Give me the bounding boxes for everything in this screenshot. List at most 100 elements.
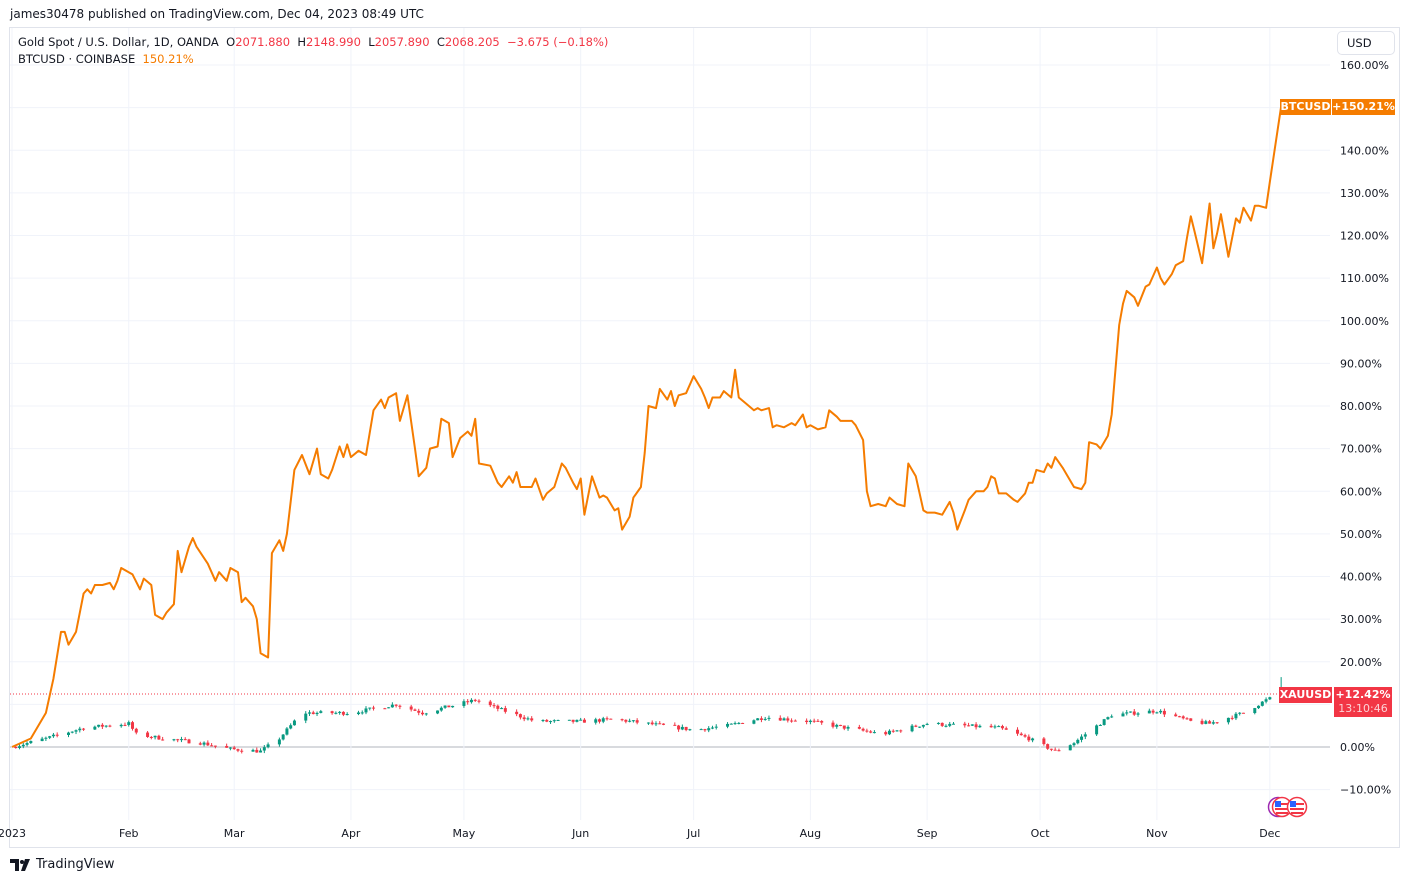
candle-body bbox=[417, 710, 421, 713]
candle-body bbox=[820, 720, 824, 723]
candle-body bbox=[1204, 721, 1208, 724]
xauusd-candles bbox=[10, 677, 1283, 754]
candle-body bbox=[462, 701, 466, 706]
candle-body bbox=[51, 734, 55, 737]
candle-body bbox=[541, 719, 545, 721]
us-flag-icon[interactable] bbox=[1286, 796, 1308, 818]
event-flags[interactable] bbox=[1267, 796, 1311, 818]
candle-body bbox=[1200, 720, 1204, 724]
y-tick-label: 90.00% bbox=[1340, 357, 1382, 370]
candle-body bbox=[266, 744, 270, 748]
candle-body bbox=[172, 739, 176, 741]
main-symbol-legend[interactable]: Gold Spot / U.S. Dollar, 1D, OANDA O2071… bbox=[18, 35, 608, 49]
candle-body bbox=[1257, 705, 1261, 709]
footer-brand-name: TradingView bbox=[36, 857, 115, 872]
candle-body bbox=[1260, 701, 1264, 706]
candle-body bbox=[658, 723, 662, 725]
candle-body bbox=[390, 704, 394, 708]
change-value: −3.675 (−0.18%) bbox=[507, 35, 609, 49]
candle-body bbox=[552, 720, 556, 722]
candle-body bbox=[447, 705, 451, 708]
candle-body bbox=[1042, 738, 1046, 745]
candle-body bbox=[1147, 710, 1151, 714]
candle-body bbox=[1004, 728, 1008, 730]
candle-body bbox=[281, 734, 285, 740]
candle-body bbox=[831, 722, 835, 727]
candle-body bbox=[232, 747, 236, 750]
candle-body bbox=[198, 743, 202, 745]
candle-body bbox=[865, 730, 869, 732]
candle-body bbox=[289, 725, 293, 729]
candle-body bbox=[383, 708, 387, 710]
high-value: 2148.990 bbox=[306, 35, 361, 49]
close-label: C bbox=[436, 35, 445, 49]
y-tick-label: 110.00% bbox=[1340, 272, 1389, 285]
candle-body bbox=[936, 722, 940, 724]
candle-body bbox=[782, 718, 786, 721]
candle-body bbox=[989, 725, 993, 728]
open-label: O bbox=[226, 35, 236, 49]
candle-body bbox=[1027, 736, 1031, 741]
candle-body bbox=[963, 723, 967, 726]
candle-body bbox=[1155, 712, 1159, 714]
candle-body bbox=[662, 723, 666, 725]
time-axis: 2023 Feb Mar Apr May Jun Jul Aug Sep Oct Nov Dec bbox=[0, 827, 1280, 840]
candle-body bbox=[545, 719, 549, 722]
x-tick-label: Nov bbox=[1146, 827, 1168, 840]
candle-body bbox=[360, 712, 364, 714]
candle-body bbox=[40, 738, 44, 742]
candle-body bbox=[526, 718, 530, 720]
candle-body bbox=[74, 730, 78, 732]
candle-body bbox=[884, 732, 888, 735]
candle-body bbox=[387, 707, 391, 709]
footer-brand[interactable]: TradingView bbox=[10, 857, 115, 872]
candle-body bbox=[575, 719, 579, 722]
candle-body bbox=[240, 750, 244, 752]
x-tick-label: Jul bbox=[686, 827, 700, 840]
candle-body bbox=[1241, 712, 1245, 714]
currency-button[interactable]: USD bbox=[1337, 31, 1395, 55]
x-tick-label: Sep bbox=[917, 827, 938, 840]
candle-body bbox=[1102, 719, 1106, 725]
candle-body bbox=[368, 707, 372, 709]
x-tick-label: Aug bbox=[800, 827, 821, 840]
compare-symbol-legend[interactable]: BTCUSD · COINBASE 150.21% bbox=[18, 52, 194, 66]
candle-body bbox=[530, 718, 534, 721]
candle-body bbox=[940, 722, 944, 726]
candle-body bbox=[364, 708, 368, 713]
candle-body bbox=[1053, 749, 1057, 751]
candle-body bbox=[684, 726, 688, 731]
candle-body bbox=[210, 745, 214, 747]
candle-body bbox=[1016, 729, 1020, 734]
candle-body bbox=[1049, 748, 1053, 750]
candle-body bbox=[726, 723, 730, 727]
candle-body bbox=[978, 725, 982, 728]
candle-body bbox=[319, 711, 323, 713]
candle-body bbox=[556, 719, 560, 721]
candle-body bbox=[624, 719, 628, 722]
candle-body bbox=[944, 725, 948, 727]
xauusd-change: +12.42% bbox=[1335, 688, 1391, 701]
candle-body bbox=[646, 722, 650, 724]
candle-body bbox=[1177, 716, 1181, 718]
candle-body bbox=[21, 744, 25, 747]
candle-body bbox=[477, 700, 481, 702]
candle-body bbox=[707, 728, 711, 731]
x-tick-label: Dec bbox=[1259, 827, 1280, 840]
candle-body bbox=[473, 699, 477, 701]
candle-body bbox=[1230, 717, 1234, 719]
candle-body bbox=[311, 712, 315, 715]
candle-body bbox=[673, 724, 677, 726]
candle-body bbox=[398, 705, 402, 707]
candle-body bbox=[488, 701, 492, 706]
candle-body bbox=[582, 719, 586, 723]
candle-body bbox=[409, 706, 413, 710]
x-tick-label: Feb bbox=[119, 827, 138, 840]
candle-body bbox=[778, 717, 782, 721]
candle-body bbox=[1068, 745, 1072, 751]
btcusd-line bbox=[11, 106, 1283, 748]
candle-body bbox=[887, 730, 891, 735]
candle-body bbox=[104, 725, 108, 727]
candle-body bbox=[631, 720, 635, 722]
